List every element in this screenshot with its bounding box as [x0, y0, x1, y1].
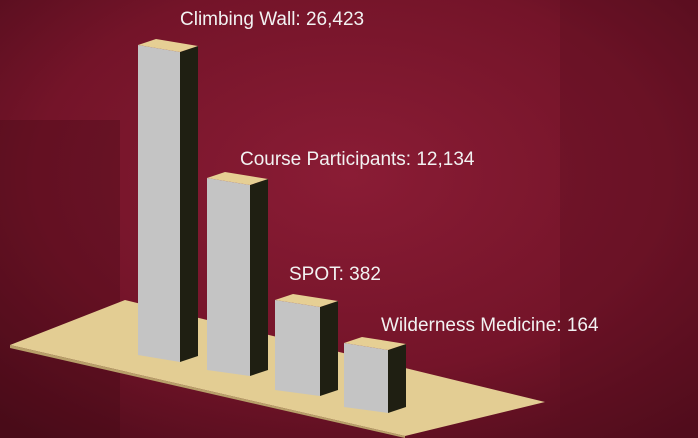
item-label: SPOT: 382 — [289, 264, 381, 285]
bar — [344, 337, 406, 413]
item-label: Climbing Wall: 26,423 — [180, 9, 364, 30]
bar — [275, 294, 338, 396]
item-label: Course Participants: 12,134 — [240, 149, 475, 170]
bar-side — [250, 179, 268, 376]
bar-side — [320, 301, 338, 396]
background-shade — [0, 120, 120, 438]
bar-side — [388, 344, 406, 413]
bar-top — [138, 39, 198, 52]
bar-top — [207, 172, 268, 185]
background-shade — [560, 0, 698, 438]
bar-front — [275, 300, 320, 396]
bar-side — [180, 46, 198, 362]
item-label: Wilderness Medicine: 164 — [381, 315, 599, 336]
bar-front — [138, 45, 180, 362]
bar-front — [344, 343, 388, 413]
bar — [138, 39, 198, 362]
platform-edge — [10, 345, 405, 438]
bar — [207, 172, 268, 376]
bar-front — [207, 178, 250, 376]
bar-top — [275, 294, 338, 307]
bar-top — [344, 337, 406, 350]
